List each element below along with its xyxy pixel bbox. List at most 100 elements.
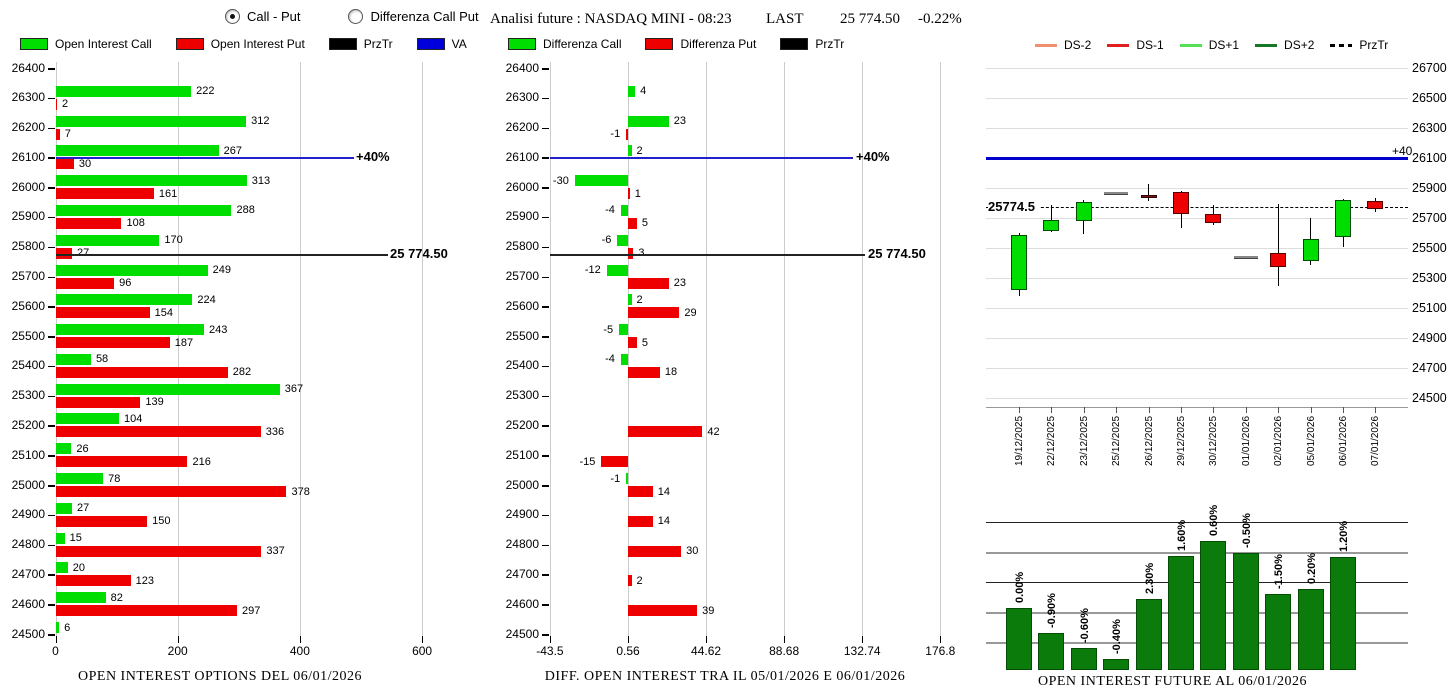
prztr-line-label: 25 774.50	[390, 246, 448, 262]
candle-flat	[1233, 256, 1258, 260]
x-tick-label: 600	[412, 644, 433, 658]
gridline	[986, 248, 1408, 249]
x-tick	[1051, 407, 1053, 413]
strike-label: 25900	[11, 209, 45, 224]
put-value: 161	[158, 187, 178, 200]
y-tick	[542, 306, 549, 308]
strike-label: 24800	[505, 537, 539, 552]
strike-label: 25500	[11, 328, 45, 343]
future-oi-chart-title: OPEN INTEREST FUTURE AL 06/01/2026	[1037, 674, 1307, 689]
x-tick-label: 176.8	[925, 644, 956, 658]
diff-put-bar-value: 14	[657, 485, 671, 498]
radio-call-put[interactable]: Call - Put	[225, 9, 300, 24]
radio-differenza[interactable]: Differenza Call Put	[348, 9, 479, 24]
put-value: 150	[152, 515, 171, 528]
oi-percent-label: -0.60%	[1078, 608, 1091, 643]
put-value: 187	[174, 336, 194, 349]
y-tick	[542, 395, 549, 398]
y-tick	[48, 68, 55, 70]
strike-label: 25200	[505, 417, 539, 432]
y-tick	[48, 216, 55, 219]
call-bar	[55, 532, 65, 544]
put-value: 154	[154, 306, 173, 319]
call-bar	[55, 353, 91, 365]
legend-label: PrzTr	[1359, 38, 1389, 52]
put-value: 2	[62, 98, 69, 111]
diff-put-bar	[628, 307, 680, 319]
x-tick-label: 0.56	[616, 644, 640, 658]
strike-label: 26300	[505, 90, 539, 105]
legend-item: DS-2	[1035, 38, 1091, 52]
oi-percent-label: 2.30%	[1143, 562, 1156, 594]
call-bar	[55, 473, 104, 485]
put-value: 297	[241, 604, 261, 617]
y-tick	[542, 187, 549, 189]
diff-put-bar-value: 29	[684, 306, 697, 319]
strike-label: 26200	[505, 120, 539, 135]
radio-differenza-icon[interactable]	[348, 9, 364, 24]
options-chart: 0 200 400 600 26400 26300 222 2 26200 312 7 26100 26…	[0, 0, 480, 694]
put-bar	[55, 456, 188, 468]
gridline	[986, 522, 1408, 523]
y-tick	[542, 604, 549, 606]
y-tick	[542, 157, 549, 159]
put-bar	[55, 396, 141, 408]
oi-bar	[1168, 556, 1194, 670]
strike-label: 25000	[505, 477, 539, 492]
oi-percent-label: -0.90%	[1046, 593, 1059, 628]
oi-bar	[1070, 648, 1097, 670]
diff-put-bar-value: 1	[634, 187, 641, 200]
y-tick	[542, 634, 549, 636]
x-axis	[986, 407, 1408, 408]
put-value: 336	[265, 425, 285, 438]
legend-item: DS-1	[1107, 38, 1164, 52]
diff-call-bar	[617, 234, 628, 246]
call-value: 6	[64, 621, 71, 634]
oi-bar	[1038, 633, 1065, 670]
strike-label: 24600	[11, 596, 45, 611]
legend-swatch-icon	[780, 38, 809, 50]
va-line-label: +40	[1392, 144, 1413, 158]
put-bar	[55, 307, 150, 319]
strike-label: 25500	[505, 328, 539, 343]
put-bar	[55, 426, 261, 438]
oi-percent-label: 0.20%	[1305, 552, 1318, 584]
gridline	[422, 62, 424, 636]
x-tick	[55, 636, 57, 643]
diff-call-bar-value: -12	[584, 264, 601, 277]
diff-put-bar-value: 14	[657, 515, 671, 528]
put-bar	[55, 605, 237, 617]
oi-percent-label: -0.50%	[1240, 513, 1253, 548]
legend-diff: Differenza Call Differenza Put PrzTr	[508, 37, 844, 51]
strike-label: 25100	[505, 447, 539, 462]
call-value: 312	[251, 115, 270, 128]
va-line	[986, 156, 1408, 160]
gridline	[986, 612, 1408, 614]
y-tick	[48, 127, 55, 130]
gridline	[549, 62, 551, 636]
prztr-line	[550, 254, 865, 256]
y-tick	[542, 544, 549, 547]
diff-put-bar	[628, 515, 653, 527]
y-tick	[542, 514, 549, 517]
radio-call-put-icon[interactable]	[225, 9, 240, 24]
legend-swatch-icon	[1330, 43, 1353, 47]
x-tick	[940, 636, 942, 643]
x-tick	[1343, 407, 1344, 413]
diff-call-bar-value: 2	[636, 293, 643, 306]
diff-call-bar-value: -4	[605, 353, 615, 366]
y-tick	[48, 574, 55, 576]
candle-body	[1011, 234, 1027, 290]
legend-label: Open Interest Call	[55, 37, 152, 51]
put-value: 139	[145, 396, 164, 409]
legend-swatch-icon	[1255, 43, 1278, 47]
legend-swatch-icon	[328, 38, 357, 50]
call-bar	[55, 294, 193, 306]
call-bar	[55, 562, 68, 574]
legend-item: PrzTr	[1330, 38, 1388, 52]
x-tick	[299, 636, 301, 643]
last-change: -0.22%	[918, 11, 962, 27]
legend-label: DS-2	[1064, 38, 1092, 52]
call-value: 27	[76, 502, 90, 515]
